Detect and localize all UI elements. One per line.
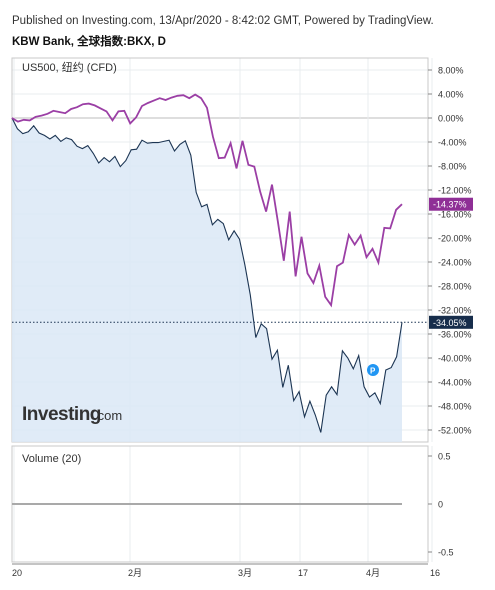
volume-pane: 0.5 0 -0.5 <box>12 452 454 558</box>
y-tick-label: -44.00% <box>438 378 472 388</box>
time-axis: 20 2月 3月 17 4月 16 <box>12 568 440 578</box>
y-tick-label: -36.00% <box>438 330 472 340</box>
x-tick-label: 4月 <box>366 568 380 578</box>
y-tick-label: 8.00% <box>438 66 464 76</box>
bkx-line <box>11 117 403 433</box>
us500-last-tag: -14.37% <box>429 197 473 211</box>
series-lines <box>11 93 428 433</box>
y-tick-label: 4.00% <box>438 90 464 100</box>
y-tick-label: -8.00% <box>438 162 467 172</box>
y-tick-label: -24.00% <box>438 258 472 268</box>
y-tick-label: -20.00% <box>438 234 472 244</box>
y-tick-label: -40.00% <box>438 354 472 364</box>
bkx-area <box>12 118 402 442</box>
logo-brand: Investing <box>22 404 101 425</box>
y-tick-label: 0.00% <box>438 114 464 124</box>
logo-suffix: .com <box>94 408 122 423</box>
bkx-area-fill <box>12 118 402 442</box>
p-marker-letter: P <box>370 367 376 376</box>
x-tick-label: 16 <box>430 568 440 578</box>
bkx-last-tag-text: -34.05% <box>433 318 467 328</box>
p-marker-circle <box>367 364 379 376</box>
vol-y-tick-label: 0 <box>438 500 443 510</box>
y-tick-label: -12.00% <box>438 186 472 196</box>
y-tick-label: -16.00% <box>438 210 472 220</box>
us500-last-tag-bg <box>429 197 473 211</box>
y-tick-label: -48.00% <box>438 402 472 412</box>
x-tick-label: 20 <box>12 568 22 578</box>
x-tick-label: 2月 <box>128 568 142 578</box>
x-tick-label: 17 <box>298 568 308 578</box>
y-tick-label: -52.00% <box>438 426 472 436</box>
publish-info: Published on Investing.com, 13/Apr/2020 … <box>12 15 434 27</box>
bkx-last-tag-bg <box>429 315 473 329</box>
y-tick-label: -4.00% <box>438 138 467 148</box>
volume-legend: Volume (20) <box>22 453 81 465</box>
vol-y-tick-label: -0.5 <box>438 548 454 558</box>
bkx-last-tag: -34.05% <box>429 315 473 329</box>
symbol-title: KBW Bank, 全球指数:BKX, D <box>12 36 166 48</box>
chart-extras: P <box>367 364 379 376</box>
y-tick-label: -32.00% <box>438 306 472 316</box>
series-legend-us500: US500, 纽约 (CFD) <box>22 60 117 74</box>
last-value-tags: -14.37% -34.05% <box>429 197 473 329</box>
x-tick-label: 3月 <box>238 568 252 578</box>
us500-line <box>11 93 403 308</box>
investing-logo: Investing .com <box>22 404 122 425</box>
us500-last-tag-text: -14.37% <box>433 200 467 210</box>
p-marker-icon: P <box>367 364 379 376</box>
vol-y-tick-label: 0.5 <box>438 452 451 462</box>
price-axis: 8.00% 4.00% 0.00% -4.00% -8.00% -12.00% -16.00… <box>428 66 472 436</box>
y-tick-label: -28.00% <box>438 282 472 292</box>
